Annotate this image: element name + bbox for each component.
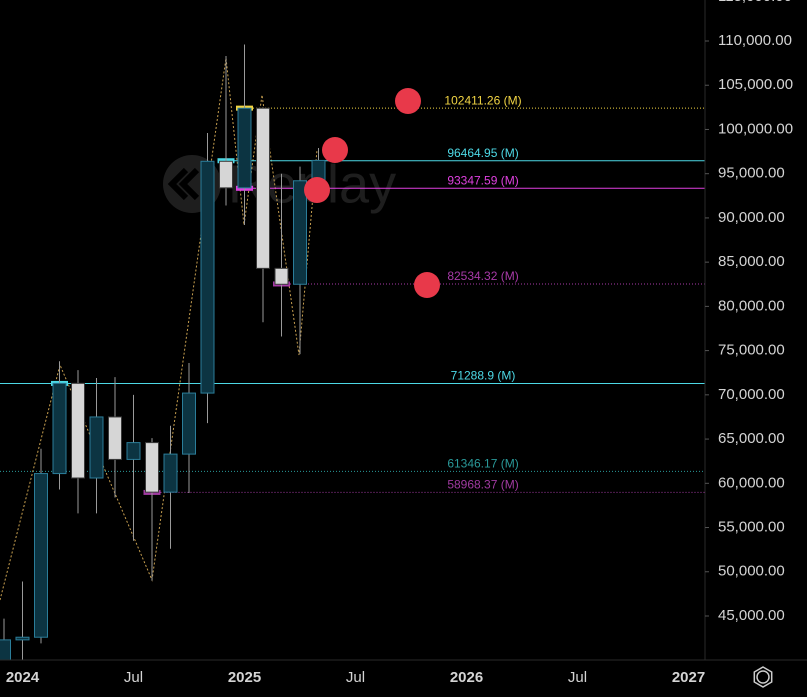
level-label: 96464.95 (M) [447, 146, 518, 160]
y-tick-label: 60,000.00 [718, 474, 785, 491]
candle-body [15, 636, 30, 641]
markers [304, 88, 440, 298]
candle-body [52, 382, 67, 475]
x-tick-label: Jul [346, 669, 365, 686]
marker [322, 137, 348, 163]
marker [414, 272, 440, 298]
candle-body [182, 392, 196, 455]
level-label: 58968.37 (M) [447, 478, 518, 492]
x-tick-label: 2024 [6, 669, 40, 686]
y-axis-panel [705, 0, 807, 697]
settings-icon[interactable] [756, 670, 770, 684]
x-axis-panel [0, 660, 807, 697]
x-tick-label: Jul [124, 669, 143, 686]
candle-body [219, 160, 233, 189]
settings-icon-frame[interactable] [753, 666, 773, 688]
level-label: 102411.26 (M) [444, 93, 521, 107]
settings-button[interactable] [753, 666, 773, 688]
candle-body [237, 107, 252, 189]
x-tick-label: Jul [568, 669, 587, 686]
candle-body [163, 453, 178, 493]
y-tick-label: 45,000.00 [718, 607, 785, 624]
level-label: 71288.9 (M) [451, 369, 516, 383]
axes: 45,000.00 50,000.00 55,000.00 60,000.00 65,0… [6, 0, 793, 686]
y-tick-label: 100,000.00 [718, 120, 793, 137]
y-tick-label: 85,000.00 [718, 253, 785, 270]
y-tick-label: 105,000.00 [718, 76, 793, 93]
candle-body [34, 473, 48, 638]
x-tick-label: 2027 [672, 669, 705, 686]
candle-body [89, 416, 104, 479]
y-tick-label: 70,000.00 [718, 386, 785, 403]
marker [395, 88, 421, 114]
candle-body [293, 180, 307, 285]
candle-body [145, 442, 159, 493]
candle-body [71, 382, 85, 479]
candle-body [256, 107, 270, 269]
watermark-arrows [167, 167, 200, 201]
level-label: 93347.59 (M) [447, 173, 518, 187]
y-tick-label: 95,000.00 [718, 165, 785, 182]
x-tick-label: 2026 [450, 669, 483, 686]
y-tick-label: 80,000.00 [718, 297, 785, 314]
level-label: 61346.17 (M) [447, 457, 518, 471]
y-tick-label: 115,000.00 [718, 0, 792, 5]
level-label: 82534.32 (M) [447, 269, 518, 283]
candle-body [274, 267, 289, 285]
watermark: Replay [163, 154, 396, 214]
marker [304, 177, 330, 203]
y-tick-label: 90,000.00 [718, 209, 785, 226]
y-tick-label: 50,000.00 [718, 563, 785, 580]
y-tick-label: 75,000.00 [718, 342, 785, 359]
x-tick-label: 2025 [228, 669, 261, 686]
candle-body [200, 160, 215, 394]
y-tick-label: 55,000.00 [718, 518, 785, 535]
candle-body [108, 416, 122, 460]
candle-body [126, 442, 141, 460]
y-tick-label: 65,000.00 [718, 430, 785, 447]
plot-area: 102411.26 (M) 96464.95 (M) 93347.59 (M) 825… [0, 44, 705, 682]
y-tick-label: 110,000.00 [718, 32, 792, 49]
